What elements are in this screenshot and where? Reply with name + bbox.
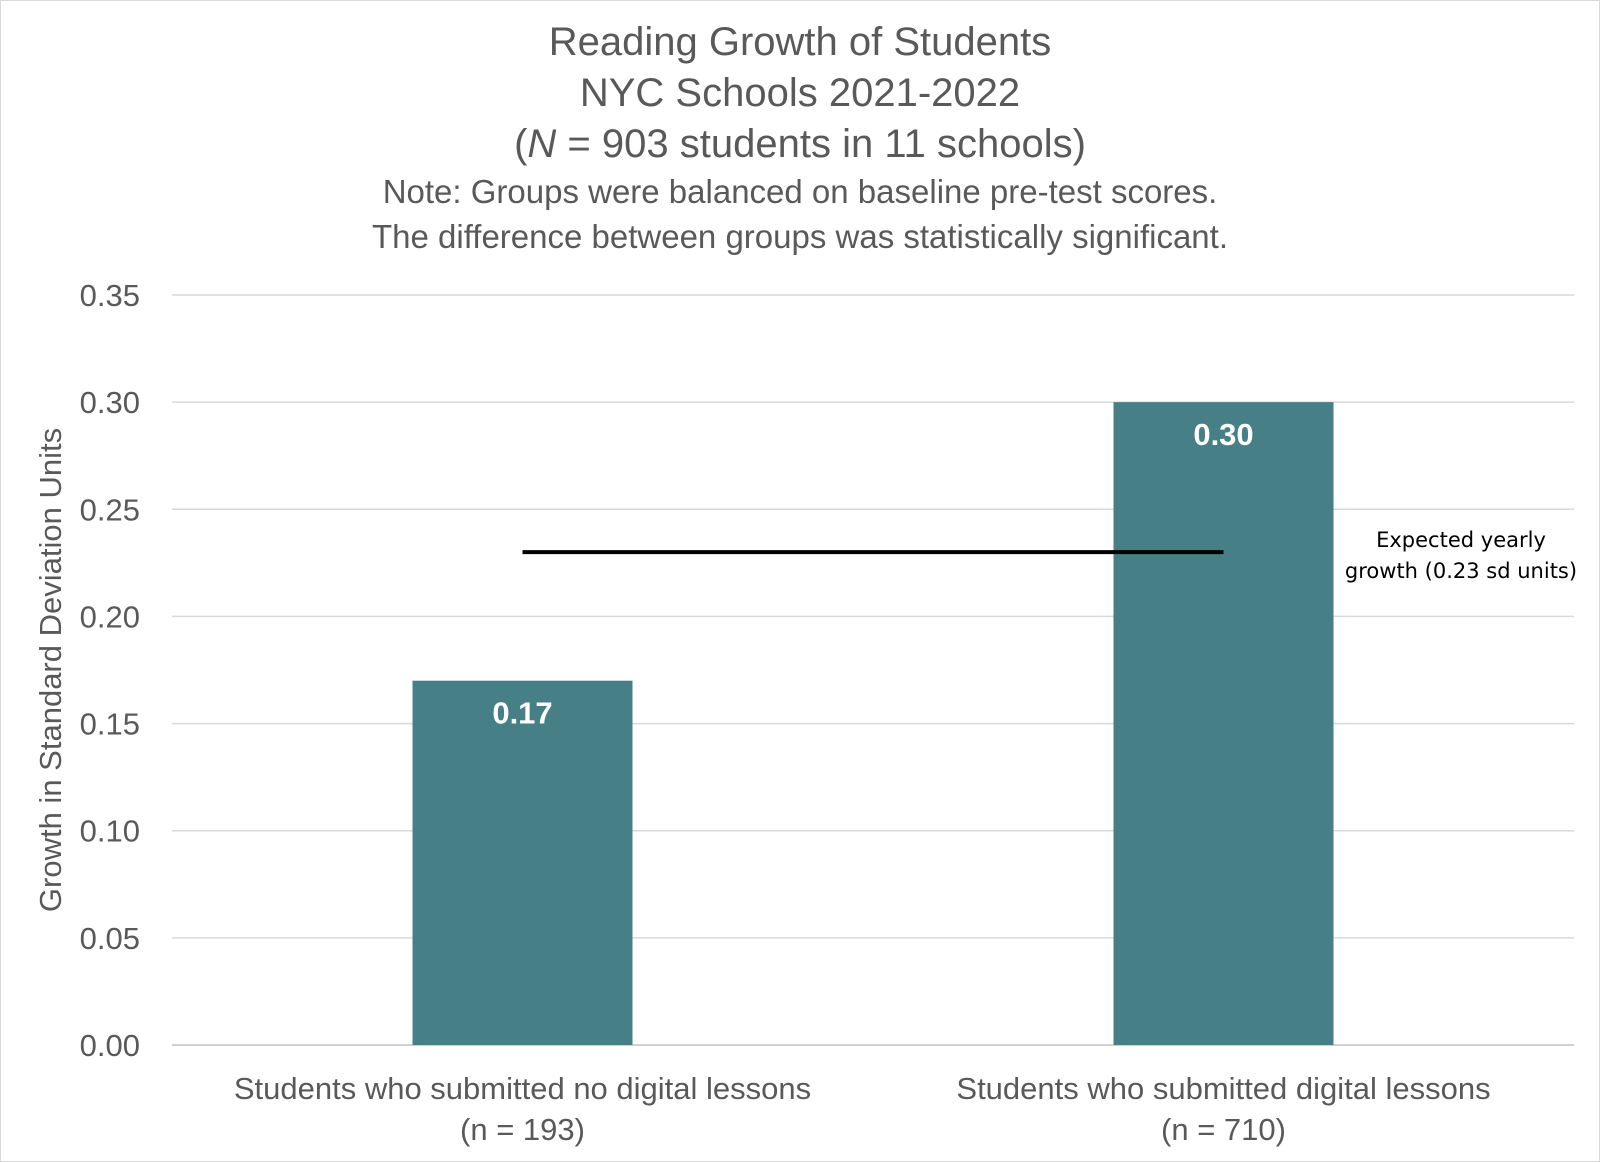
y-tick-label: 0.15 — [80, 707, 140, 742]
y-tick-label: 0.25 — [80, 492, 140, 527]
sample-suffix: = 903 students in 11 schools) — [556, 122, 1086, 166]
y-tick-label: 0.10 — [80, 814, 140, 849]
reference-line-label: Expected yearly — [1376, 528, 1546, 552]
chart-note-2: The difference between groups was statis… — [371, 218, 1228, 255]
y-tick-label: 0.35 — [80, 278, 140, 313]
chart-subtitle: NYC Schools 2021-2022 — [579, 71, 1021, 115]
y-tick-label: 0.00 — [80, 1028, 140, 1063]
chart-note-1: Note: Groups were balanced on baseline p… — [382, 173, 1218, 210]
reference-line-label: growth (0.23 sd units) — [1345, 559, 1577, 583]
bar — [412, 680, 633, 1045]
chart-title: Reading Growth of Students — [548, 20, 1052, 64]
sample-italic: N — [527, 122, 557, 166]
chart-sample-size: (N = 903 students in 11 schools) — [0, 122, 1600, 167]
x-category-count: (n = 710) — [1161, 1112, 1286, 1147]
x-category-label: Students who submitted no digital lesson… — [234, 1071, 811, 1106]
y-tick-label: 0.05 — [80, 921, 140, 956]
sample-prefix: ( — [514, 122, 528, 166]
x-category-count: (n = 193) — [460, 1112, 585, 1147]
x-category-label: Students who submitted digital lessons — [956, 1071, 1490, 1106]
y-tick-label: 0.30 — [80, 385, 140, 420]
y-axis-title: Growth in Standard Deviation Units — [33, 428, 68, 912]
data-label: 0.30 — [1193, 417, 1253, 452]
y-tick-label: 0.20 — [80, 599, 140, 634]
data-label: 0.17 — [492, 696, 552, 731]
bar — [1113, 402, 1334, 1046]
